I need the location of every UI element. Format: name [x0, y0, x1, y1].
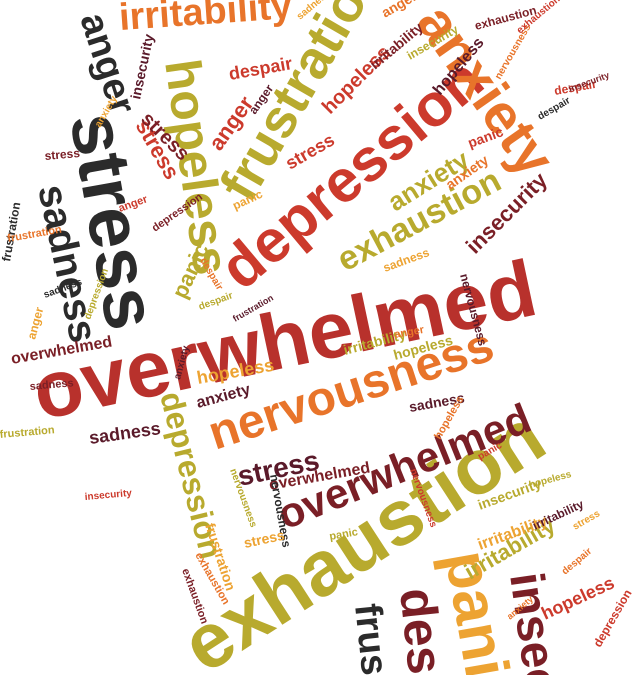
word: frus — [346, 602, 395, 675]
word: stress — [44, 146, 81, 163]
word: panic — [328, 526, 358, 543]
word: insecurity — [84, 488, 132, 503]
word: frustration — [0, 424, 55, 441]
word: anger — [393, 324, 425, 341]
word: sadness — [29, 377, 74, 393]
word: des — [389, 585, 454, 675]
